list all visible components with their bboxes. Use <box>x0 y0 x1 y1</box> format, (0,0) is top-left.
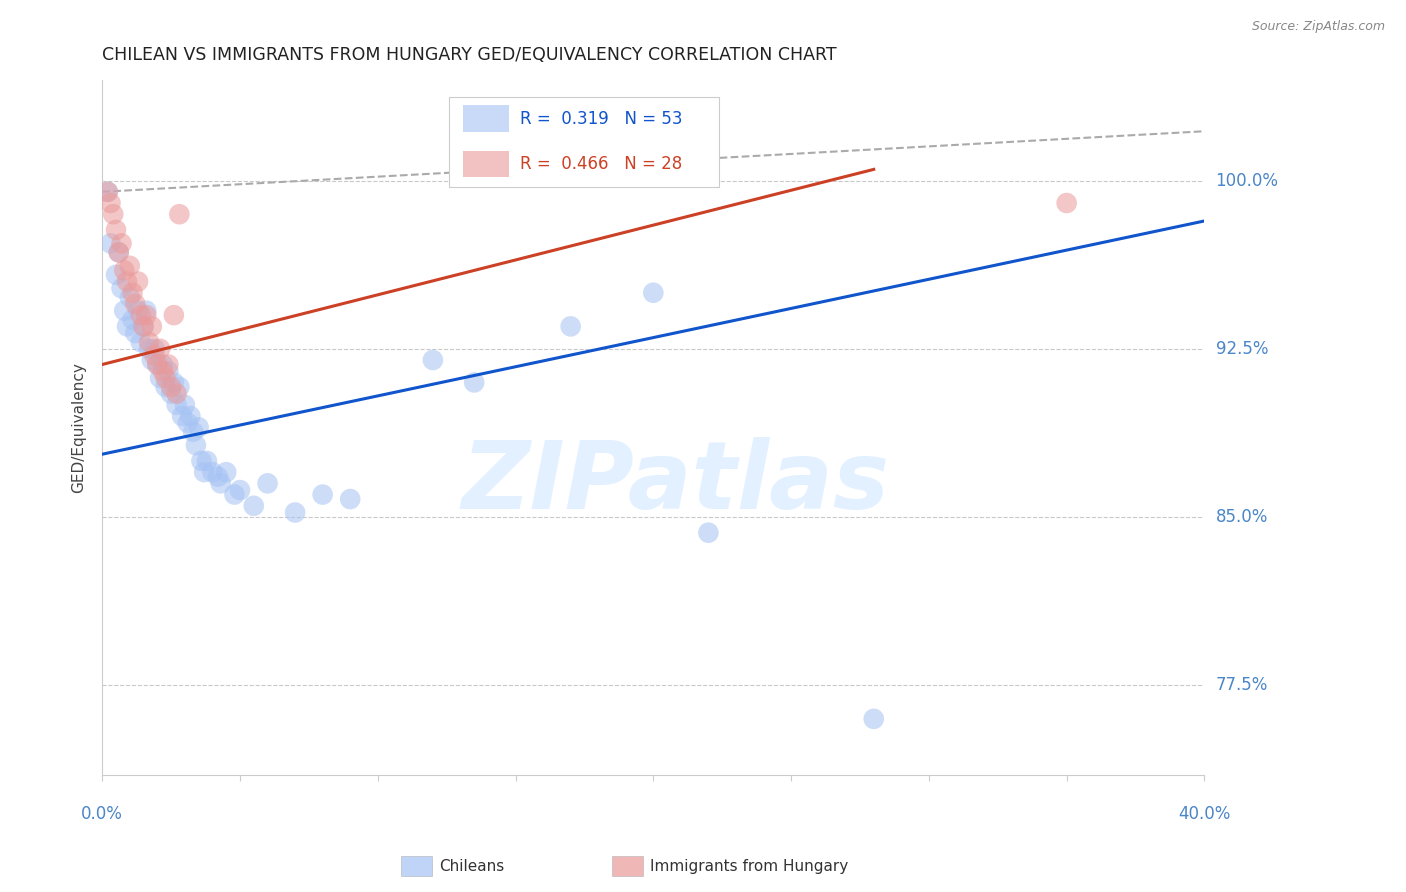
FancyBboxPatch shape <box>450 97 720 187</box>
Point <box>118 259 141 273</box>
Point <box>107 245 129 260</box>
Point <box>97 185 120 199</box>
Point <box>193 465 215 479</box>
Point <box>155 371 177 385</box>
Point <box>138 334 160 349</box>
Point <box>115 275 138 289</box>
Text: 77.5%: 77.5% <box>1216 676 1268 694</box>
Point <box>104 223 127 237</box>
Text: ZIPatlas: ZIPatlas <box>461 437 890 529</box>
Point <box>146 358 169 372</box>
Point <box>166 398 188 412</box>
Bar <box>463 151 509 177</box>
Point <box>149 342 172 356</box>
Text: R =  0.466   N = 28: R = 0.466 N = 28 <box>520 155 682 173</box>
Text: 85.0%: 85.0% <box>1216 508 1268 526</box>
Point <box>1056 196 1078 211</box>
Point <box>207 469 229 483</box>
Point <box>138 342 160 356</box>
Point <box>141 353 163 368</box>
Point <box>124 326 146 340</box>
Point <box>100 236 122 251</box>
Point <box>190 454 212 468</box>
Point <box>160 380 183 394</box>
Point <box>110 281 132 295</box>
Point <box>339 491 361 506</box>
Point <box>160 386 183 401</box>
Text: CHILEAN VS IMMIGRANTS FROM HUNGARY GED/EQUIVALENCY CORRELATION CHART: CHILEAN VS IMMIGRANTS FROM HUNGARY GED/E… <box>103 46 837 64</box>
Point <box>224 487 246 501</box>
Point <box>184 438 207 452</box>
Point <box>107 245 129 260</box>
Point <box>643 285 665 300</box>
Point <box>163 308 186 322</box>
Point <box>155 380 177 394</box>
Point <box>110 236 132 251</box>
Point <box>311 487 333 501</box>
Point <box>163 376 186 390</box>
Point <box>132 319 155 334</box>
Point <box>215 465 238 479</box>
Text: Source: ZipAtlas.com: Source: ZipAtlas.com <box>1251 20 1385 33</box>
Point <box>157 358 180 372</box>
Text: R =  0.319   N = 53: R = 0.319 N = 53 <box>520 110 682 128</box>
Point <box>209 476 232 491</box>
Point <box>143 342 166 356</box>
Point <box>127 303 149 318</box>
Point <box>697 525 720 540</box>
Point <box>124 297 146 311</box>
Point <box>146 358 169 372</box>
Y-axis label: GED/Equivalency: GED/Equivalency <box>72 362 86 492</box>
Point <box>132 319 155 334</box>
Point <box>181 425 204 439</box>
Point <box>229 483 252 497</box>
Bar <box>463 105 509 132</box>
Point <box>560 319 582 334</box>
Point <box>187 420 209 434</box>
Point <box>152 358 174 372</box>
Point <box>422 353 444 368</box>
Point <box>103 207 125 221</box>
Text: 92.5%: 92.5% <box>1216 340 1268 358</box>
Point <box>118 290 141 304</box>
Point <box>195 454 218 468</box>
Text: 40.0%: 40.0% <box>1178 805 1230 823</box>
Point <box>256 476 278 491</box>
Point <box>129 308 152 322</box>
Point <box>157 364 180 378</box>
Point <box>141 319 163 334</box>
Point <box>166 386 188 401</box>
Point <box>129 334 152 349</box>
Point <box>169 207 191 221</box>
Point <box>176 416 198 430</box>
Point <box>121 285 143 300</box>
Text: Immigrants from Hungary: Immigrants from Hungary <box>650 859 848 873</box>
Point <box>104 268 127 282</box>
Point <box>179 409 201 423</box>
Point <box>862 712 884 726</box>
Text: Chileans: Chileans <box>439 859 503 873</box>
Text: 0.0%: 0.0% <box>82 805 124 823</box>
Point <box>463 376 485 390</box>
Point <box>143 349 166 363</box>
Point <box>112 263 135 277</box>
Point <box>115 319 138 334</box>
Point <box>152 364 174 378</box>
Point <box>242 499 264 513</box>
Point <box>100 196 122 211</box>
Point <box>121 312 143 326</box>
Point <box>172 409 194 423</box>
Point <box>97 185 120 199</box>
Point <box>135 303 157 318</box>
Text: 100.0%: 100.0% <box>1216 171 1278 190</box>
Point <box>112 303 135 318</box>
Point <box>127 275 149 289</box>
Point <box>149 371 172 385</box>
Point <box>135 308 157 322</box>
Point <box>173 398 195 412</box>
Point <box>201 465 224 479</box>
Point <box>169 380 191 394</box>
Point <box>284 506 307 520</box>
